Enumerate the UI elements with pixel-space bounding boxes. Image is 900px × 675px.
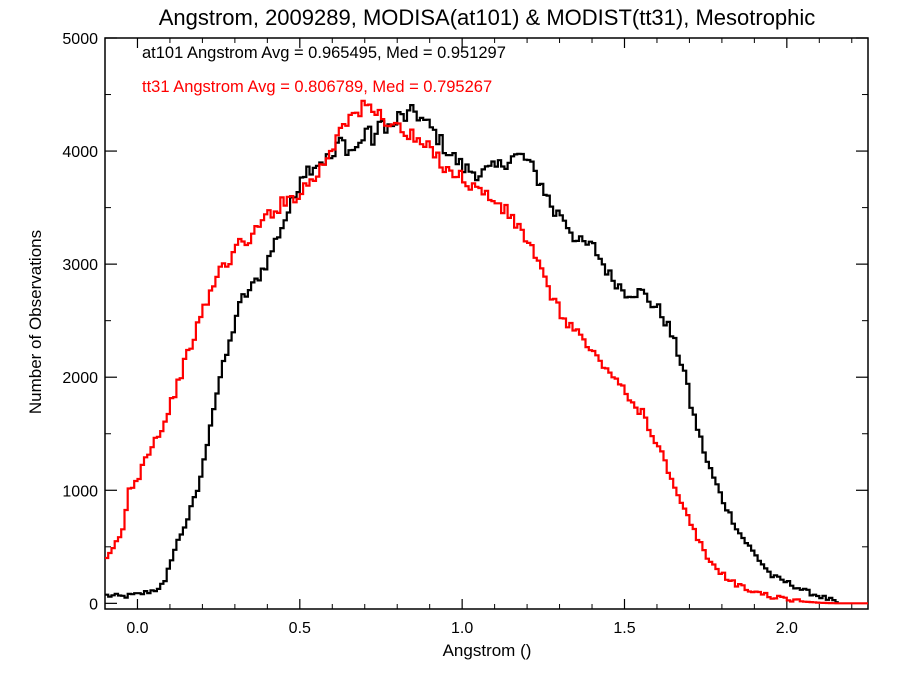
plot-frame [104,37,869,610]
chart-title: Angstrom, 2009289, MODISA(at101) & MODIS… [159,5,816,30]
y-tick-label: 3000 [62,257,98,274]
at101-histogram-line [105,104,839,604]
series-layer [105,99,868,605]
tt31-histogram-line [105,99,868,605]
y-tick-label: 4000 [62,144,98,161]
y-tick-label: 2000 [62,370,98,387]
x-tick-label: 0.0 [126,620,148,637]
tt31-stats-annotation: tt31 Angstrom Avg = 0.806789, Med = 0.79… [142,78,492,96]
x-axis-label: Angstrom () [443,641,532,660]
x-tick-label: 1.0 [451,620,473,637]
at101-stats-annotation: at101 Angstrom Avg = 0.965495, Med = 0.9… [142,44,506,62]
y-axis-label: Number of Observations [26,230,45,414]
y-tick-label: 0 [89,596,98,613]
y-tick-label: 5000 [62,31,98,48]
axis-ticks: 0.0 0.5 1.0 1.5 2.0 0 1000 2000 3000 4000 5000 [62,31,868,637]
x-tick-label: 1.5 [613,620,635,637]
x-tick-label: 0.5 [289,620,311,637]
x-tick-label: 2.0 [776,620,798,637]
y-tick-label: 1000 [62,483,98,500]
